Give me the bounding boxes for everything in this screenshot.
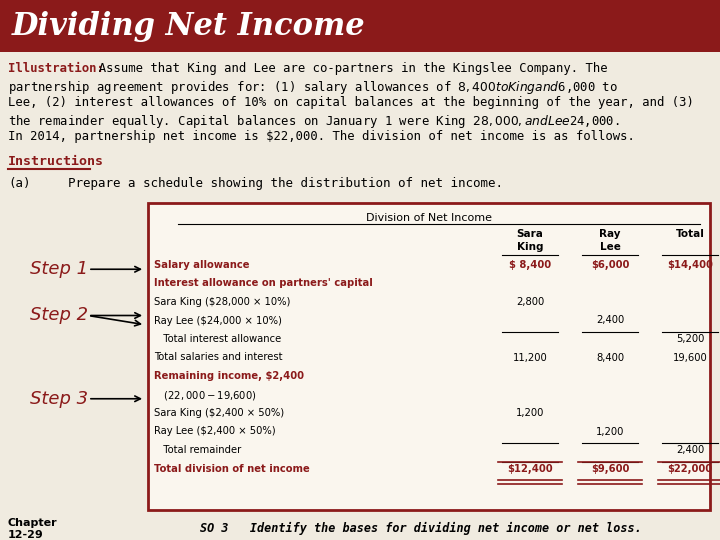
Text: Dividing Net Income: Dividing Net Income	[12, 10, 366, 42]
Text: Division of Net Income: Division of Net Income	[366, 213, 492, 223]
Text: 1,200: 1,200	[516, 408, 544, 418]
Text: Ray Lee ($24,000 × 10%): Ray Lee ($24,000 × 10%)	[154, 315, 282, 326]
Text: $ 8,400: $ 8,400	[509, 260, 551, 270]
Text: Ray Lee ($2,400 × 50%): Ray Lee ($2,400 × 50%)	[154, 427, 276, 436]
Text: Instructions: Instructions	[8, 155, 104, 168]
Text: Ray
Lee: Ray Lee	[599, 229, 621, 252]
Text: ($22,000 − $19,600): ($22,000 − $19,600)	[154, 389, 257, 402]
Text: Sara King ($2,400 × 50%): Sara King ($2,400 × 50%)	[154, 408, 284, 418]
Bar	[148, 203, 710, 510]
Text: Salary allowance: Salary allowance	[154, 260, 250, 270]
Text: Step 1: Step 1	[30, 260, 88, 278]
Text: the remainder equally. Capital balances on January 1 were King $28,000, and Lee : the remainder equally. Capital balances …	[8, 113, 620, 130]
Text: Chapter
12-29: Chapter 12-29	[8, 518, 58, 539]
Text: 19,600: 19,600	[672, 353, 707, 362]
Text: $12,400: $12,400	[507, 463, 553, 474]
Text: 1,200: 1,200	[596, 427, 624, 436]
Text: SO 3   Identify the bases for dividing net income or net loss.: SO 3 Identify the bases for dividing net…	[200, 522, 642, 535]
Text: $14,400: $14,400	[667, 260, 713, 270]
Text: Step 2: Step 2	[30, 307, 88, 325]
Text: Illustration:: Illustration:	[8, 62, 104, 75]
Text: Interest allowance on partners' capital: Interest allowance on partners' capital	[154, 279, 373, 288]
Text: $6,000: $6,000	[591, 260, 629, 270]
Text: Total salaries and interest: Total salaries and interest	[154, 353, 282, 362]
Text: Sara King ($28,000 × 10%): Sara King ($28,000 × 10%)	[154, 297, 290, 307]
Text: 2,400: 2,400	[596, 315, 624, 326]
Text: 2,800: 2,800	[516, 297, 544, 307]
Text: Sara
King: Sara King	[516, 229, 544, 252]
Text: 5,200: 5,200	[676, 334, 704, 344]
Bar	[0, 0, 720, 52]
Text: Total division of net income: Total division of net income	[154, 463, 310, 474]
Text: $22,000: $22,000	[667, 463, 713, 474]
Text: Step 3: Step 3	[30, 390, 88, 408]
Text: 2,400: 2,400	[676, 445, 704, 455]
Text: 11,200: 11,200	[513, 353, 547, 362]
Text: partnership agreement provides for: (1) salary allowances of $8,400 to King and : partnership agreement provides for: (1) …	[8, 79, 618, 96]
Text: 8,400: 8,400	[596, 353, 624, 362]
Text: Total interest allowance: Total interest allowance	[154, 334, 282, 344]
Text: Lee, (2) interest allowances of 10% on capital balances at the beginning of the : Lee, (2) interest allowances of 10% on c…	[8, 96, 694, 109]
Bar	[148, 203, 710, 510]
Text: Total: Total	[675, 229, 704, 239]
Text: (a): (a)	[8, 177, 30, 190]
Text: $9,600: $9,600	[591, 463, 629, 474]
Text: Prepare a schedule showing the distribution of net income.: Prepare a schedule showing the distribut…	[68, 177, 503, 190]
Text: In 2014, partnership net income is $22,000. The division of net income is as fol: In 2014, partnership net income is $22,0…	[8, 130, 635, 143]
Text: Remaining income, $2,400: Remaining income, $2,400	[154, 371, 304, 381]
Text: Total remainder: Total remainder	[154, 445, 241, 455]
Text: Assume that King and Lee are co-partners in the Kingslee Company. The: Assume that King and Lee are co-partners…	[84, 62, 608, 75]
